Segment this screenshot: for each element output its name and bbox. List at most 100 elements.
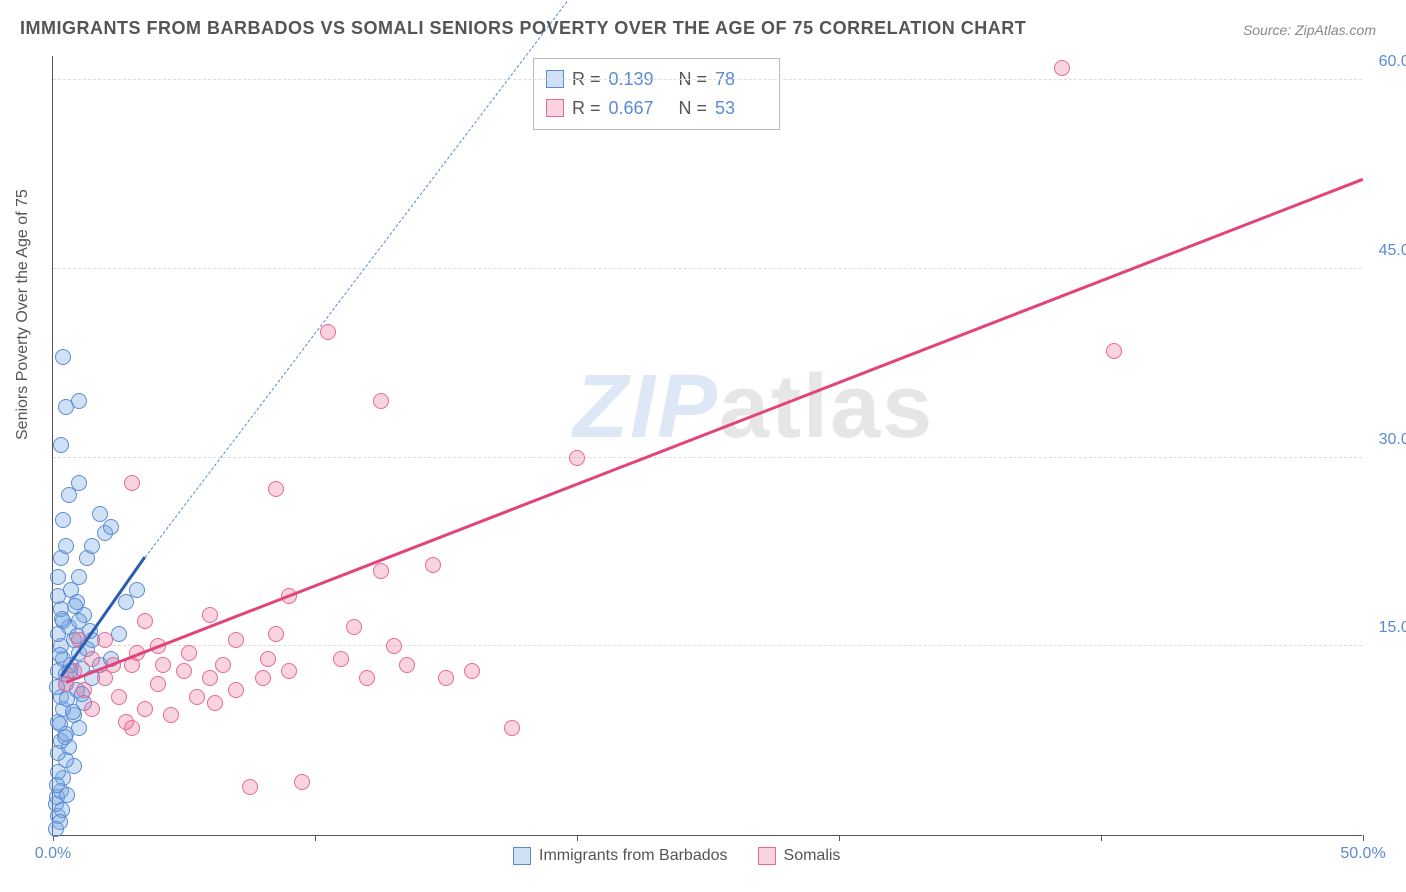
data-point: [438, 670, 454, 686]
y-tick-label: 15.0%: [1379, 619, 1406, 637]
data-point: [76, 682, 92, 698]
data-point: [215, 657, 231, 673]
y-tick-label: 60.0%: [1379, 53, 1406, 71]
data-point: [189, 689, 205, 705]
trend-line: [66, 178, 1364, 684]
data-point: [52, 647, 68, 663]
data-point: [54, 611, 70, 627]
data-point: [399, 657, 415, 673]
data-point: [181, 645, 197, 661]
stats-row-series2: R = 0.667 N = 53: [546, 94, 767, 123]
data-point: [67, 598, 83, 614]
data-point: [228, 682, 244, 698]
data-point: [346, 619, 362, 635]
data-point: [333, 651, 349, 667]
data-point: [504, 720, 520, 736]
data-point: [58, 538, 74, 554]
data-point: [50, 569, 66, 585]
r-value-2: 0.667: [609, 94, 661, 123]
data-point: [129, 582, 145, 598]
x-tick-label: 0.0%: [35, 845, 71, 863]
x-tick: [839, 835, 840, 841]
data-point: [176, 663, 192, 679]
y-axis-label: Seniors Poverty Over the Age of 75: [14, 189, 32, 440]
x-tick: [315, 835, 316, 841]
data-point: [103, 519, 119, 535]
data-point: [84, 538, 100, 554]
data-point: [163, 707, 179, 723]
data-point: [202, 670, 218, 686]
gridline-y: [53, 645, 1362, 646]
n-value-2: 53: [715, 94, 767, 123]
data-point: [111, 689, 127, 705]
data-point: [53, 437, 69, 453]
data-point: [228, 632, 244, 648]
r-label: R =: [572, 94, 601, 123]
data-point: [320, 324, 336, 340]
legend-label-2: Somalis: [784, 847, 841, 865]
data-point: [71, 613, 87, 629]
data-point: [281, 663, 297, 679]
legend-item-1: Immigrants from Barbados: [513, 847, 728, 865]
watermark-atlas: atlas: [719, 357, 934, 457]
n-label: N =: [669, 94, 708, 123]
x-tick: [1363, 835, 1364, 841]
data-point: [137, 613, 153, 629]
y-tick-label: 30.0%: [1379, 431, 1406, 449]
data-point: [268, 626, 284, 642]
data-point: [137, 701, 153, 717]
data-point: [124, 475, 140, 491]
data-point: [425, 557, 441, 573]
data-point: [59, 787, 75, 803]
data-point: [373, 563, 389, 579]
data-point: [1054, 60, 1070, 76]
stats-legend-box: R = 0.139 N = 78 R = 0.667 N = 53: [533, 58, 780, 130]
data-point: [155, 657, 171, 673]
data-point: [55, 349, 71, 365]
data-point: [55, 512, 71, 528]
data-point: [48, 821, 64, 837]
data-point: [92, 506, 108, 522]
x-tick: [577, 835, 578, 841]
legend-item-2: Somalis: [758, 847, 841, 865]
data-point: [359, 670, 375, 686]
data-point: [255, 670, 271, 686]
y-tick-label: 45.0%: [1379, 242, 1406, 260]
chart-title: IMMIGRANTS FROM BARBADOS VS SOMALI SENIO…: [20, 18, 1026, 39]
data-point: [202, 607, 218, 623]
data-point: [294, 774, 310, 790]
watermark-zip: ZIP: [573, 357, 719, 457]
data-point: [373, 393, 389, 409]
data-point: [1106, 343, 1122, 359]
data-point: [84, 651, 100, 667]
data-point: [207, 695, 223, 711]
data-point: [386, 638, 402, 654]
x-tick-label: 50.0%: [1340, 845, 1385, 863]
data-point: [260, 651, 276, 667]
legend-swatch-1: [513, 847, 531, 865]
data-point: [65, 704, 81, 720]
x-tick: [1101, 835, 1102, 841]
scatter-plot-area: ZIPatlas R = 0.139 N = 78 R = 0.667 N = …: [52, 56, 1362, 836]
data-point: [118, 714, 134, 730]
data-point: [268, 481, 284, 497]
data-point: [57, 729, 73, 745]
data-point: [569, 450, 585, 466]
swatch-series2: [546, 99, 564, 117]
data-point: [464, 663, 480, 679]
data-point: [84, 701, 100, 717]
data-point: [150, 676, 166, 692]
data-point: [71, 475, 87, 491]
data-point: [97, 632, 113, 648]
legend-label-1: Immigrants from Barbados: [539, 847, 728, 865]
source-attribution: Source: ZipAtlas.com: [1243, 22, 1376, 38]
gridline-y: [53, 268, 1362, 269]
data-point: [71, 569, 87, 585]
watermark: ZIPatlas: [573, 356, 934, 459]
gridline-y: [53, 79, 1362, 80]
data-point: [242, 779, 258, 795]
legend-swatch-2: [758, 847, 776, 865]
data-point: [71, 393, 87, 409]
gridline-y: [53, 457, 1362, 458]
x-axis-legend: Immigrants from Barbados Somalis: [513, 847, 840, 865]
